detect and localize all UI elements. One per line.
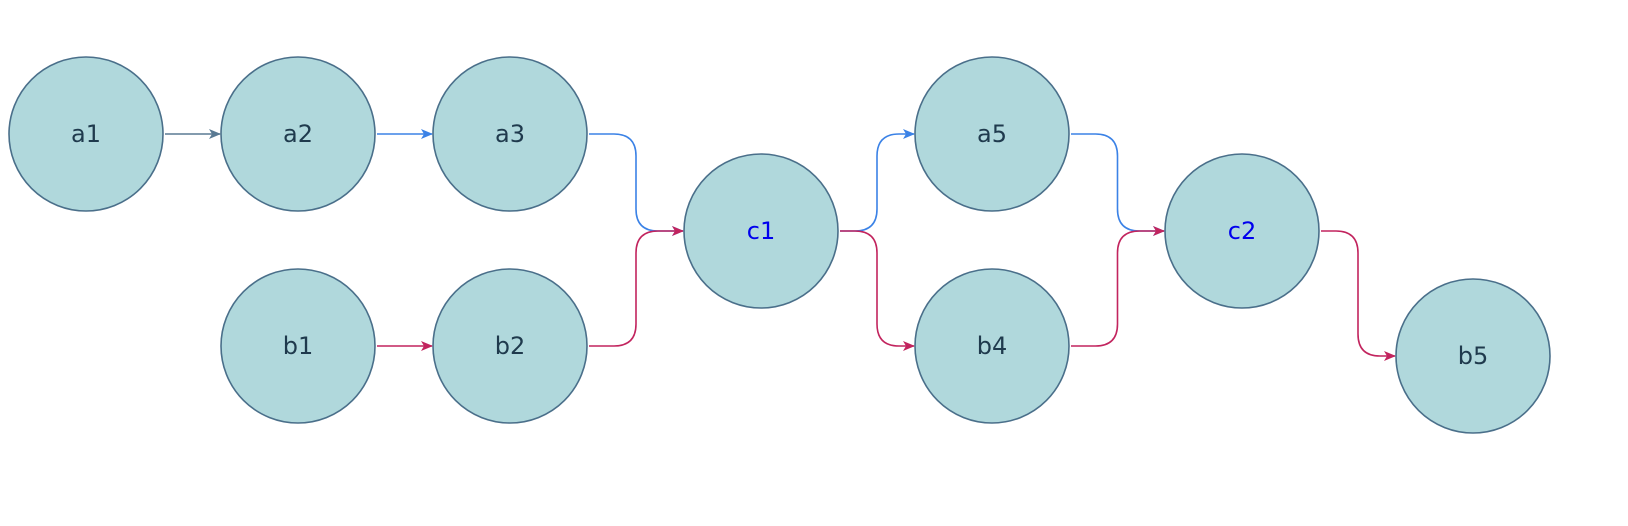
node-a1: a1 [8,56,164,212]
node-c2-circle [1164,153,1320,309]
node-a1-circle [8,56,164,212]
node-c1-label: c1 [747,217,775,245]
node-b4-label: b4 [977,332,1008,360]
node-a5-circle [914,56,1070,212]
edge-b4-to-c2 [1071,226,1165,347]
node-b2-label: b2 [495,332,526,360]
edge-c2-to-b5 [1321,230,1396,361]
edge-c1-to-a5 [840,129,915,232]
node-c2-label: c2 [1228,217,1256,245]
node-a2: a2 [220,56,376,212]
node-b4: b4 [914,268,1070,424]
node-b5: b5 [1395,278,1551,434]
node-a5: a5 [914,56,1070,212]
edges-layer [165,129,1396,361]
node-a2-circle [220,56,376,212]
node-b1-circle [220,268,376,424]
node-b5-label: b5 [1458,342,1489,370]
edge-a5-to-c2 [1071,133,1165,236]
node-b4-circle [914,268,1070,424]
node-b5-circle [1395,278,1551,434]
edge-c1-to-b4 [840,230,915,351]
node-b1: b1 [220,268,376,424]
node-a3-label: a3 [495,120,525,148]
node-b2: b2 [432,268,588,424]
node-c2: c2 [1164,153,1320,309]
edge-b2-to-c1 [589,226,684,347]
node-c1: c1 [683,153,839,309]
node-a3-circle [432,56,588,212]
edge-a3-to-c1 [589,133,684,236]
node-b1-label: b1 [283,332,314,360]
nodes-layer: a1 a2 a3 b1 b2 c1 a5 b4 c2 b5 [8,56,1551,434]
node-a3: a3 [432,56,588,212]
node-a2-label: a2 [283,120,313,148]
node-a1-label: a1 [71,120,101,148]
node-b2-circle [432,268,588,424]
node-a5-label: a5 [977,120,1007,148]
node-c1-circle [683,153,839,309]
